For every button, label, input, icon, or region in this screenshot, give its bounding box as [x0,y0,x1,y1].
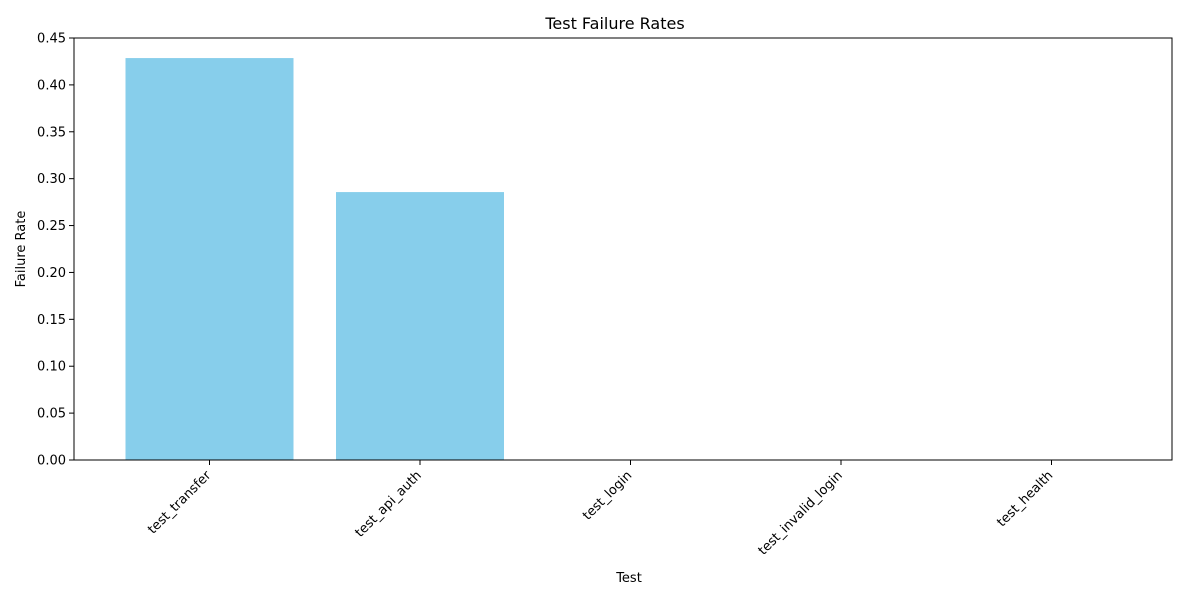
x-tick-label: test_invalid_login [756,468,846,558]
x-axis-ticks: test_transfer test_api_auth test_login test… [145,460,1056,558]
x-tick-label: test_api_auth [352,468,424,540]
y-tick-label: 0.25 [37,219,66,234]
plot-frame [73,37,1173,461]
y-tick-label: 0.00 [37,454,66,469]
y-tick-label: 0.10 [37,360,66,375]
y-axis-label: Failure Rate [14,211,29,288]
y-tick-label: 0.05 [37,407,66,422]
y-tick-label: 0.15 [37,313,66,328]
y-tick-label: 0.20 [37,266,66,281]
x-tick-label: test_transfer [145,468,215,538]
x-tick-label: test_login [580,468,635,523]
bar-test_api_auth [336,192,504,460]
y-tick-label: 0.40 [37,78,66,93]
y-tick-label: 0.45 [37,32,66,47]
y-tick-label: 0.35 [37,125,66,140]
bar-test_transfer [125,58,294,460]
bars-group [125,58,504,460]
chart-title: Test Failure Rates [544,14,684,33]
y-axis-ticks: 0.00 0.05 0.10 0.15 0.20 0.25 0.30 0.35 0.40 0.45 [37,32,74,469]
x-tick-label: test_health [994,468,1056,530]
x-axis-label: Test [615,571,642,586]
y-tick-label: 0.30 [37,172,66,187]
